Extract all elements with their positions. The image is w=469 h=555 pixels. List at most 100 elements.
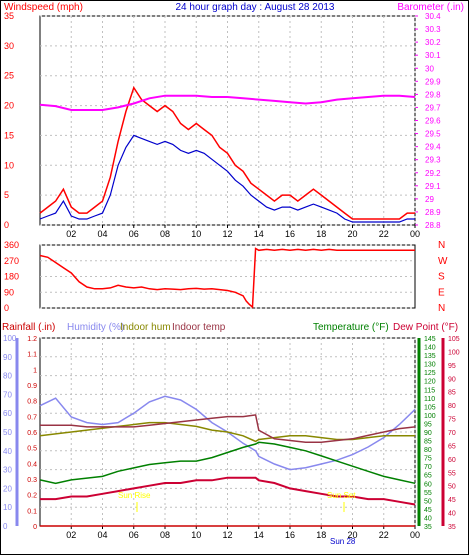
wind-tick-35: 35: [4, 11, 14, 21]
dew-tick-40: 40: [448, 511, 456, 518]
barometer-axis-title: Barometer (.in): [397, 2, 464, 13]
rain-tick-0.4: 0.4: [27, 461, 37, 468]
baro-tick-30.3: 30.3: [425, 25, 441, 34]
humidity-tick-0: 0: [3, 522, 8, 531]
temp-tick-80: 80: [424, 447, 432, 454]
top-xtick-label-04: 04: [97, 229, 107, 239]
bottom-xtick-label-00: 00: [410, 530, 420, 540]
dew-point-line: [40, 476, 416, 506]
rain-tick-0.8: 0.8: [27, 399, 37, 406]
temp-tick-130: 130: [424, 362, 436, 369]
temp-tick-85: 85: [424, 439, 432, 446]
rain-tick-1.2: 1.2: [27, 336, 37, 343]
temperature-humidity-panel: 010203040506070809010000.10.20.30.40.50.…: [3, 334, 460, 546]
wind-axis-title: Windspeed (mph): [4, 2, 83, 13]
top-xtick-label-20: 20: [347, 229, 357, 239]
baro-tick-29.7: 29.7: [425, 103, 441, 112]
rain-tick-0.5: 0.5: [27, 446, 37, 453]
legend-rainfall: Rainfall (.in): [2, 322, 55, 333]
humidity-tick-50: 50: [3, 428, 12, 437]
humidity-tick-100: 100: [3, 334, 17, 343]
bottom-xtick-label-16: 16: [285, 530, 295, 540]
baro-tick-30.1: 30.1: [425, 51, 441, 60]
dir-tick-0: 0: [4, 303, 9, 313]
baro-tick-29.8: 29.8: [425, 90, 441, 99]
baro-tick-29.5: 29.5: [425, 130, 441, 139]
top-xtick-label-18: 18: [316, 229, 326, 239]
baro-tick-28.8: 28.8: [425, 221, 441, 230]
rain-tick-0.7: 0.7: [27, 414, 37, 421]
bottom-xtick-label-04: 04: [97, 530, 107, 540]
top-xtick-label-02: 02: [66, 229, 76, 239]
wind-barometer-panel: 0 5 10 15 20 25 30 35 28.8 28.9 29 29.1 29.2 29.3 29.4…: [4, 11, 441, 239]
sun-date-label: Sun 28: [330, 537, 356, 546]
bottom-xtick-label-10: 10: [191, 530, 201, 540]
wind-tick-10: 10: [4, 160, 14, 170]
humidity-tick-20: 20: [3, 484, 12, 493]
top-xtick-label-16: 16: [285, 229, 295, 239]
temp-tick-40: 40: [424, 515, 432, 522]
dew-tick-55: 55: [448, 470, 456, 477]
legend-dew-point: Dew Point (°F): [393, 322, 458, 333]
baro-tick-29.2: 29.2: [425, 169, 441, 178]
sun-rise-label: Sun Rise: [118, 491, 151, 500]
humidity-tick-90: 90: [3, 353, 12, 362]
humidity-tick-60: 60: [3, 409, 12, 418]
temp-tick-115: 115: [424, 387, 435, 394]
rain-tick-0.1: 0.1: [27, 508, 37, 515]
dew-tick-105: 105: [448, 336, 460, 343]
wind-tick-30: 30: [4, 41, 14, 51]
legend-indoor-hum: Indoor hum: [120, 322, 171, 333]
baro-tick-29.6: 29.6: [425, 117, 441, 126]
compass-label-2: S: [438, 272, 445, 283]
temp-tick-65: 65: [424, 473, 432, 480]
dew-tick-95: 95: [448, 363, 456, 370]
temp-tick-110: 110: [424, 396, 435, 403]
humidity-line: [39, 395, 416, 471]
top-xtick-label-22: 22: [379, 229, 389, 239]
top-xtick-label-08: 08: [160, 229, 170, 239]
temp-tick-60: 60: [424, 481, 432, 488]
rain-tick-1.1: 1.1: [27, 352, 37, 359]
temp-tick-45: 45: [424, 507, 432, 514]
wind-tick-25: 25: [4, 71, 14, 81]
windspeed-line: [39, 85, 415, 220]
dew-tick-75: 75: [448, 417, 456, 424]
temp-tick-135: 135: [424, 353, 436, 360]
bottom-xtick-label-20: 20: [347, 530, 357, 540]
rain-tick-1: 1: [33, 367, 37, 374]
temp-tick-145: 145: [424, 336, 436, 343]
top-xtick-label-12: 12: [222, 229, 232, 239]
temp-tick-140: 140: [424, 345, 436, 352]
baro-tick-29.4: 29.4: [425, 143, 441, 152]
barometer-line: [39, 94, 416, 111]
legend-temperature: Temperature (°F): [313, 322, 389, 333]
wind-tick-5: 5: [4, 190, 9, 200]
dir-tick-270: 270: [4, 256, 19, 266]
bottom-xtick-label-12: 12: [222, 530, 232, 540]
rain-tick-0.2: 0.2: [27, 493, 37, 500]
temp-tick-90: 90: [424, 430, 432, 437]
humidity-tick-40: 40: [3, 447, 12, 456]
dew-tick-65: 65: [448, 443, 456, 450]
baro-tick-29.3: 29.3: [425, 156, 441, 165]
temp-tick-35: 35: [424, 524, 432, 531]
temp-tick-70: 70: [424, 464, 432, 471]
dew-tick-35: 35: [448, 524, 456, 531]
dir-tick-360: 360: [4, 240, 19, 250]
wind-tick-20: 20: [4, 101, 14, 111]
temperature-line: [39, 441, 416, 485]
baro-tick-30.2: 30.2: [425, 38, 441, 47]
temp-tick-95: 95: [424, 421, 432, 428]
humidity-tick-10: 10: [3, 503, 12, 512]
temp-tick-50: 50: [424, 498, 432, 505]
dew-tick-85: 85: [448, 390, 456, 397]
top-xtick-label-00: 00: [410, 229, 420, 239]
rain-tick-0.6: 0.6: [27, 430, 37, 437]
bottom-xtick-label-14: 14: [254, 530, 264, 540]
dew-tick-45: 45: [448, 497, 456, 504]
dir-tick-180: 180: [4, 272, 19, 282]
baro-tick-29: 29: [425, 195, 434, 204]
top-xtick-label-14: 14: [254, 229, 264, 239]
